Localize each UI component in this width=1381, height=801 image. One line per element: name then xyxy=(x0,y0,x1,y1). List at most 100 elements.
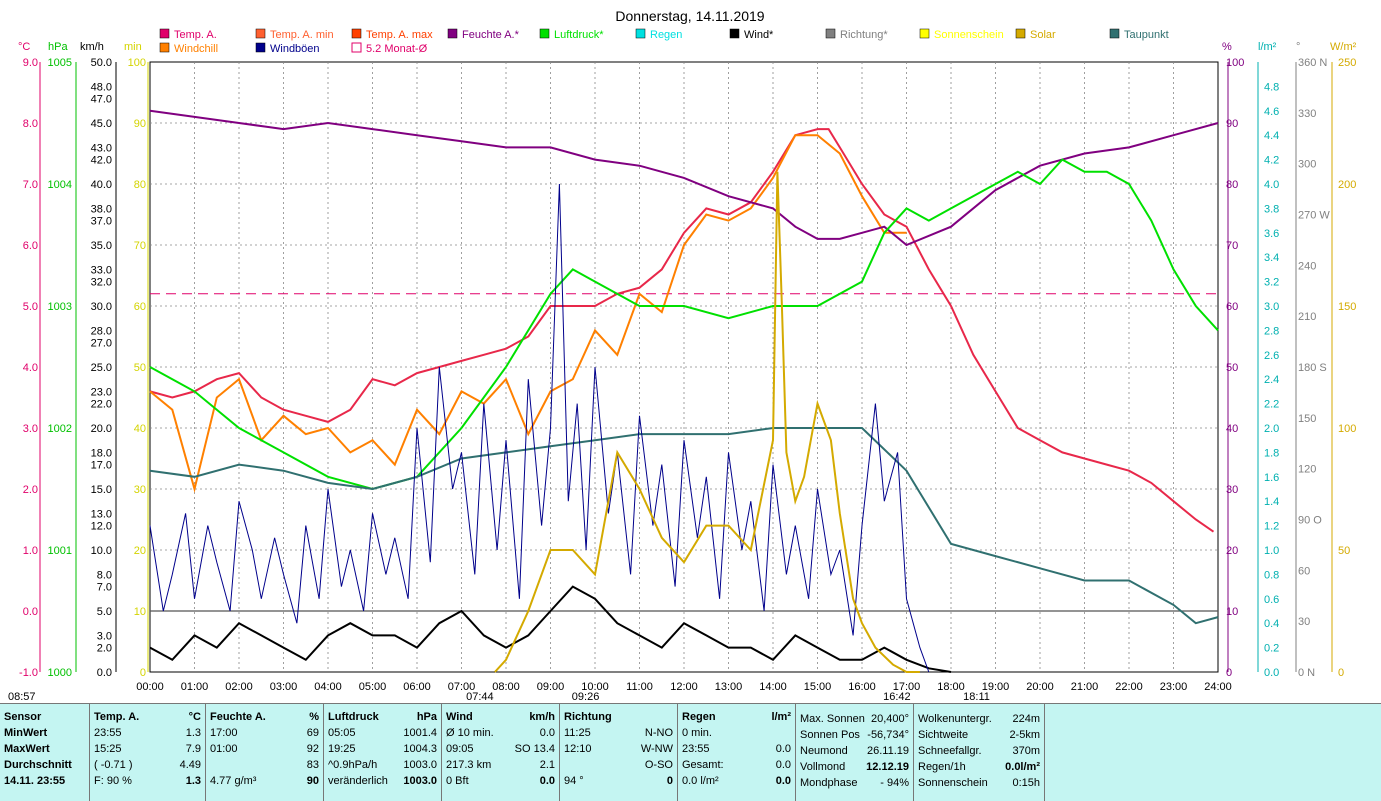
pressure-header: Luftdruck hPa xyxy=(328,711,437,723)
chart-title: Donnerstag, 14.11.2019 xyxy=(615,8,764,24)
rain-tick-label: 4.4 xyxy=(1264,130,1279,142)
wind-tick-label: 38.0 xyxy=(91,203,112,215)
humidity-tick-label: 40 xyxy=(1226,423,1238,435)
direction-column: Richtung 11:25 N-NO 12:10 W-NW O-SO 94 ° 0 xyxy=(559,704,677,801)
solar-tick-label: 50 xyxy=(1338,545,1350,557)
wind-tick-label: 13.0 xyxy=(91,508,112,520)
x-tick-label: 17:00 xyxy=(893,681,921,693)
rain-tick-label: 3.2 xyxy=(1264,277,1279,289)
x-tick-label: 02:00 xyxy=(225,681,253,693)
pressure-value: 1001.4 xyxy=(403,727,437,739)
humidity-row: 4.77 g/m³ 90 xyxy=(210,775,319,787)
x-tick-label: 11:00 xyxy=(626,681,653,693)
temp-unit: °C xyxy=(188,711,201,723)
astro-row: Neumond 26.11.19 xyxy=(800,745,909,757)
temp-row: F: 90 % 1.3 xyxy=(94,775,201,787)
x-tick-label: 12:00 xyxy=(670,681,698,693)
wind-tick-label: 7.0 xyxy=(97,582,112,594)
misc-row: Wolkenuntergr. 224m xyxy=(918,713,1040,725)
axis-unit-label: l/m² xyxy=(1258,41,1277,53)
wind-header: Wind km/h xyxy=(446,711,555,723)
pressure-column: Luftdruck hPa 05:05 1001.4 19:25 1004.3 ^0.9hP… xyxy=(323,704,441,801)
rain-tick-label: 4.6 xyxy=(1264,106,1279,118)
misc-value: 0.0l/m² xyxy=(1005,761,1040,773)
legend-label: Taupunkt xyxy=(1124,29,1169,41)
stats-panel: Sensor MinWert MaxWert Durchschnitt 14.1… xyxy=(0,703,1381,801)
minutes-tick-label: 80 xyxy=(134,179,146,191)
rain-value: 0.0 xyxy=(775,775,791,787)
x-tick-label: 20:00 xyxy=(1026,681,1054,693)
rain-tick-label: 1.2 xyxy=(1264,521,1279,533)
wind-value: 0.0 xyxy=(539,775,555,787)
direction-row: 12:10 W-NW xyxy=(564,743,673,755)
x-tick-label: 00:00 xyxy=(136,681,164,693)
solar-tick-label: 150 xyxy=(1338,301,1356,313)
wind-tick-label: 15.0 xyxy=(91,484,112,496)
minutes-tick-label: 0 xyxy=(140,667,146,679)
pressure-tick-label: 1004 xyxy=(48,179,72,191)
temp-value: 7.9 xyxy=(185,743,201,755)
wind-value: 0.0 xyxy=(539,727,555,739)
wind-tick-label: 0.0 xyxy=(97,667,112,679)
rain-tick-label: 2.8 xyxy=(1264,325,1279,337)
direction-tick-label: 120 xyxy=(1298,464,1316,476)
legend-swatch xyxy=(539,28,550,39)
rain-tick-label: 0.8 xyxy=(1264,569,1279,581)
solar-tick-label: 200 xyxy=(1338,179,1356,191)
rain-tick-label: 1.8 xyxy=(1264,447,1279,459)
pressure-tick-label: 1002 xyxy=(48,423,72,435)
temp-tick-label: 3.0 xyxy=(23,423,38,435)
legend-label: Windchill xyxy=(174,43,218,55)
rain-tick-label: 3.0 xyxy=(1264,301,1279,313)
series-line-temp-a- xyxy=(149,128,1215,533)
wind-tick-label: 17.0 xyxy=(91,460,112,472)
solar-tick-label: 0 xyxy=(1338,667,1344,679)
wind-tick-label: 22.0 xyxy=(91,399,112,411)
astro-value: 12.12.19 xyxy=(866,761,909,773)
humidity-tick-label: 0 xyxy=(1226,667,1232,679)
wind-tick-label: 27.0 xyxy=(91,338,112,350)
x-tick-label: 24:00 xyxy=(1204,681,1232,693)
pressure-value: 1003.0 xyxy=(403,759,437,771)
legend-label: Wind* xyxy=(744,29,774,41)
direction-value: 0 xyxy=(666,775,673,787)
wind-row: 217.3 km 2.1 xyxy=(446,759,555,771)
legend-swatch xyxy=(1109,28,1120,39)
sensor-min-label: MinWert xyxy=(4,727,48,739)
sensor-column: Sensor MinWert MaxWert Durchschnitt 14.1… xyxy=(0,704,88,801)
series-line-wind- xyxy=(149,585,952,673)
humidity-value: 90 xyxy=(306,775,319,787)
night-end-label: 08:57 xyxy=(8,691,36,703)
temp-tick-label: 7.0 xyxy=(23,179,38,191)
series-layer xyxy=(149,109,1219,673)
direction-header: Richtung xyxy=(564,711,612,723)
axis-unit-label: % xyxy=(1222,41,1232,53)
humidity-tick-label: 60 xyxy=(1226,301,1238,313)
empty-column xyxy=(1044,704,1381,801)
legend-swatch xyxy=(825,28,836,39)
minutes-tick-label: 20 xyxy=(134,545,146,557)
legend-label: Solar xyxy=(1030,29,1056,41)
x-tick-label: 10:00 xyxy=(581,681,609,693)
temp-tick-label: 2.0 xyxy=(23,484,38,496)
misc-row: Schneefallgr. 370m xyxy=(918,745,1040,757)
humidity-header: Feuchte A.% xyxy=(210,711,319,723)
wind-value: SO 13.4 xyxy=(514,743,555,755)
axis-unit-label: hPa xyxy=(48,41,68,53)
sensor-avg-label: Durchschnitt xyxy=(4,759,72,771)
minutes-tick-label: 30 xyxy=(134,484,146,496)
legend-swatch xyxy=(447,28,458,39)
astro-value: -56,734° xyxy=(867,729,909,741)
wind-tick-label: 20.0 xyxy=(91,423,112,435)
pressure-tick-label: 1001 xyxy=(48,545,72,557)
rain-value: 0.0 xyxy=(775,743,791,755)
legend-swatch xyxy=(635,28,646,39)
legend-label: Feuchte A.* xyxy=(462,29,520,41)
rain-tick-label: 0.2 xyxy=(1264,643,1279,655)
legend-swatch xyxy=(159,42,170,53)
wind-row: 09:05 SO 13.4 xyxy=(446,743,555,755)
x-tick-label: 06:00 xyxy=(403,681,431,693)
time-markers: 08:57 07:44 09:26 16:42 18:11 xyxy=(8,691,990,703)
astro-row: Max. Sonnen 20,400° xyxy=(800,713,909,725)
x-tick-label: 16:00 xyxy=(848,681,876,693)
